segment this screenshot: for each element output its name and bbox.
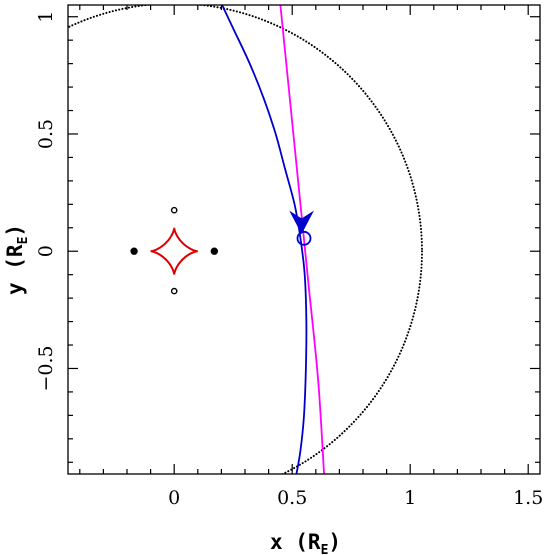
trajectory-line-1 xyxy=(279,5,325,474)
y-tick-label: −0.5 xyxy=(35,345,57,391)
plot-area xyxy=(68,5,423,474)
x-axis-title: x (RE) xyxy=(270,530,341,555)
x-tick-label: 1 xyxy=(404,487,416,509)
x-tick-label: 0.5 xyxy=(277,487,307,509)
y-tick-label: 0 xyxy=(35,245,57,257)
y-tick-label: 0.5 xyxy=(35,119,57,149)
plot-frame xyxy=(67,4,541,475)
caustic-curve xyxy=(150,227,198,275)
trajectory-line-0 xyxy=(221,5,308,474)
einstein-ring xyxy=(68,5,423,474)
source-position-marker xyxy=(296,230,312,246)
direction-arrow-icon xyxy=(289,210,314,235)
x-tick-label: 0 xyxy=(168,487,180,509)
axis-ticks xyxy=(68,5,540,474)
tick-labels: 0 0.5 1 1.5 −0.5 0 0.5 1 xyxy=(35,11,543,509)
lens-image-open-3 xyxy=(170,287,178,295)
lens-image-filled-1 xyxy=(210,247,219,255)
lens-image-filled-0 xyxy=(130,247,138,255)
y-axis-title: y (RE) xyxy=(3,224,31,295)
x-tick-label: 1.5 xyxy=(513,487,543,509)
lens-image-open-2 xyxy=(170,206,178,214)
y-tick-label: 1 xyxy=(35,11,57,23)
